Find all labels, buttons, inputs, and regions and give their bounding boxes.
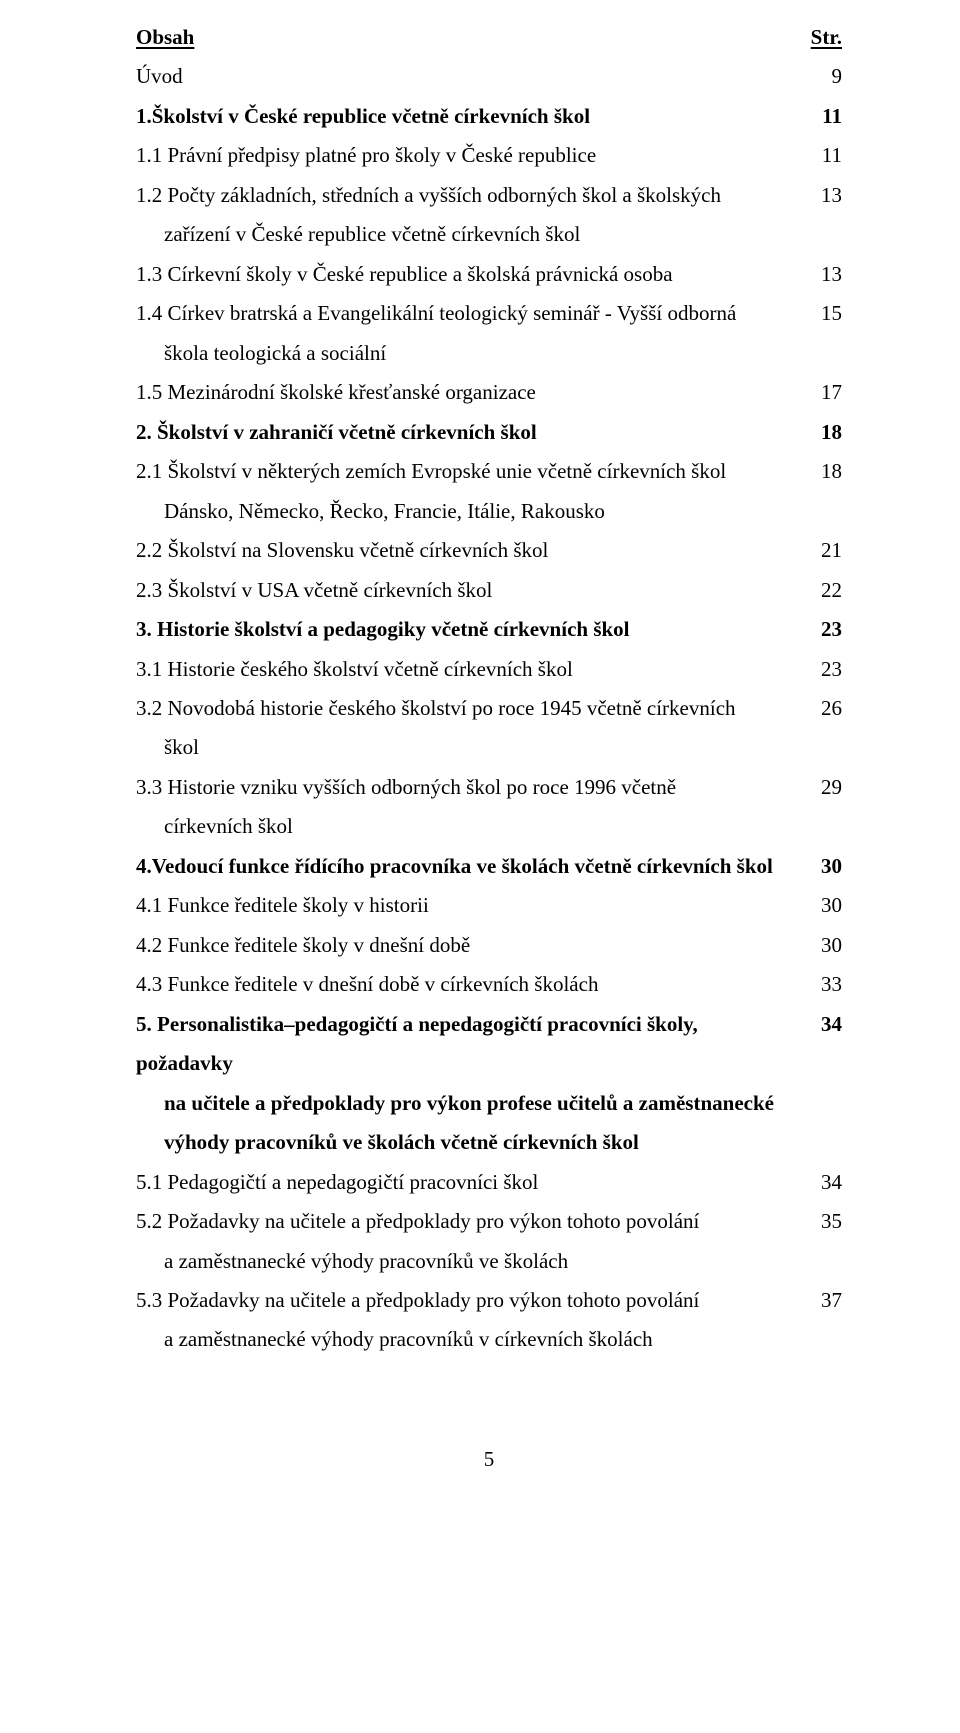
toc-entry-label: 2.2 Školství na Slovensku včetně církevn… [136,531,796,570]
toc-row: 2.2 Školství na Slovensku včetně církevn… [136,531,842,570]
toc-entry-label: 4.2 Funkce ředitele školy v dnešní době [136,926,796,965]
toc-row-continuation: škol [136,728,842,767]
toc-row: 4.2 Funkce ředitele školy v dnešní době3… [136,926,842,965]
toc-row: 1.3 Církevní školy v České republice a š… [136,255,842,294]
toc-row: 2.1 Školství v některých zemích Evropské… [136,452,842,491]
toc-entry-continuation: zařízení v České republice včetně církev… [136,215,796,254]
toc-entry-page: 21 [796,531,842,570]
toc-entry-label: 3.1 Historie českého školství včetně cír… [136,650,796,689]
toc-row: 3.1 Historie českého školství včetně cír… [136,650,842,689]
toc-entry-continuation: a zaměstnanecké výhody pracovníků ve ško… [136,1242,796,1281]
toc-entry-page: 34 [796,1005,842,1044]
toc-row: Úvod9 [136,57,842,96]
toc-entry-page: 11 [796,136,842,175]
toc-row: 5. Personalistika–pedagogičtí a nepedago… [136,1005,842,1084]
toc-entry-label: 2.3 Školství v USA včetně církevních ško… [136,571,796,610]
toc-row: 1.5 Mezinárodní školské křesťanské organ… [136,373,842,412]
toc-entry-label: 5.3 Požadavky na učitele a předpoklady p… [136,1281,796,1320]
toc-row-continuation: zařízení v České republice včetně církev… [136,215,842,254]
toc-row-continuation: církevních škol [136,807,842,846]
toc-row-continuation: na učitele a předpoklady pro výkon profe… [136,1084,842,1123]
toc-entry-continuation: škola teologická a sociální [136,334,796,373]
toc-entry-page: 13 [796,176,842,215]
toc-entry-page: 34 [796,1163,842,1202]
toc-body: Úvod91.Školství v České republice včetně… [136,57,842,1359]
toc-entry-page: 22 [796,571,842,610]
toc-entry-continuation: škol [136,728,796,767]
toc-entry-page: 37 [796,1281,842,1320]
toc-entry-page: 15 [796,294,842,333]
toc-entry-page: 30 [796,847,842,886]
toc-entry-page: 13 [796,255,842,294]
toc-entry-label: 5.2 Požadavky na učitele a předpoklady p… [136,1202,796,1241]
toc-entry-label: Úvod [136,57,796,96]
toc-row-continuation: škola teologická a sociální [136,334,842,373]
toc-row: 1.2 Počty základních, středních a vyššíc… [136,176,842,215]
page-number: 5 [484,1447,495,1471]
page: Obsah Str. Úvod91.Školství v České repub… [0,0,960,1479]
toc-entry-page: 33 [796,965,842,1004]
toc-entry-label: 1.Školství v České republice včetně círk… [136,97,796,136]
toc-entry-continuation: a zaměstnanecké výhody pracovníků v círk… [136,1320,796,1359]
toc-row: 1.Školství v České republice včetně círk… [136,97,842,136]
toc-entry-page: 35 [796,1202,842,1241]
toc-row: 1.1 Právní předpisy platné pro školy v Č… [136,136,842,175]
toc-row: 5.3 Požadavky na učitele a předpoklady p… [136,1281,842,1320]
toc-row: 4.3 Funkce ředitele v dnešní době v círk… [136,965,842,1004]
toc-row-continuation: výhody pracovníků ve školách včetně círk… [136,1123,842,1162]
toc-entry-label: 2.1 Školství v některých zemích Evropské… [136,452,796,491]
toc-entry-page: 30 [796,886,842,925]
toc-entry-continuation: Dánsko, Německo, Řecko, Francie, Itálie,… [136,492,796,531]
toc-entry-label: 4.1 Funkce ředitele školy v historii [136,886,796,925]
toc-entry-page: 9 [796,57,842,96]
toc-entry-label: 5. Personalistika–pedagogičtí a nepedago… [136,1005,796,1084]
toc-row-continuation: a zaměstnanecké výhody pracovníků v círk… [136,1320,842,1359]
toc-entry-page: 23 [796,650,842,689]
toc-entry-label: 3. Historie školství a pedagogiky včetně… [136,610,796,649]
toc-row: 5.1 Pedagogičtí a nepedagogičtí pracovní… [136,1163,842,1202]
toc-entry-label: 4.Vedoucí funkce řídícího pracovníka ve … [136,847,796,886]
toc-entry-label: 4.3 Funkce ředitele v dnešní době v círk… [136,965,796,1004]
toc-row: 4.Vedoucí funkce řídícího pracovníka ve … [136,847,842,886]
toc-entry-page: 26 [796,689,842,728]
toc-row: 3.3 Historie vzniku vyšších odborných šk… [136,768,842,807]
toc-entry-label: 1.1 Právní předpisy platné pro školy v Č… [136,136,796,175]
toc-entry-label: 1.3 Církevní školy v České republice a š… [136,255,796,294]
page-footer: 5 [136,1440,842,1479]
toc-entry-label: 2. Školství v zahraničí včetně církevníc… [136,413,796,452]
toc-entry-page: 23 [796,610,842,649]
toc-row: 3.2 Novodobá historie českého školství p… [136,689,842,728]
toc-entry-label: 5.1 Pedagogičtí a nepedagogičtí pracovní… [136,1163,796,1202]
toc-entry-label: 3.2 Novodobá historie českého školství p… [136,689,796,728]
toc-entry-label: 1.5 Mezinárodní školské křesťanské organ… [136,373,796,412]
toc-header-right: Str. [796,18,842,57]
toc-header-left: Obsah [136,18,796,57]
toc-row-continuation: a zaměstnanecké výhody pracovníků ve ško… [136,1242,842,1281]
toc-entry-page: 18 [796,452,842,491]
toc-entry-page: 29 [796,768,842,807]
toc-entry-continuation: na učitele a předpoklady pro výkon profe… [136,1084,796,1123]
toc-row: 5.2 Požadavky na učitele a předpoklady p… [136,1202,842,1241]
toc-header: Obsah Str. [136,18,842,57]
toc-row: 2.3 Školství v USA včetně církevních ško… [136,571,842,610]
toc-entry-label: 1.4 Církev bratrská a Evangelikální teol… [136,294,796,333]
toc-row: 3. Historie školství a pedagogiky včetně… [136,610,842,649]
toc-entry-continuation: církevních škol [136,807,796,846]
toc-entry-label: 3.3 Historie vzniku vyšších odborných šk… [136,768,796,807]
toc-entry-page: 11 [796,97,842,136]
toc-row: 4.1 Funkce ředitele školy v historii30 [136,886,842,925]
toc-entry-page: 18 [796,413,842,452]
toc-row: 1.4 Církev bratrská a Evangelikální teol… [136,294,842,333]
toc-entry-page: 30 [796,926,842,965]
toc-entry-page: 17 [796,373,842,412]
toc-row: 2. Školství v zahraničí včetně církevníc… [136,413,842,452]
toc-entry-continuation: výhody pracovníků ve školách včetně círk… [136,1123,796,1162]
toc-row-continuation: Dánsko, Německo, Řecko, Francie, Itálie,… [136,492,842,531]
toc-entry-label: 1.2 Počty základních, středních a vyššíc… [136,176,796,215]
